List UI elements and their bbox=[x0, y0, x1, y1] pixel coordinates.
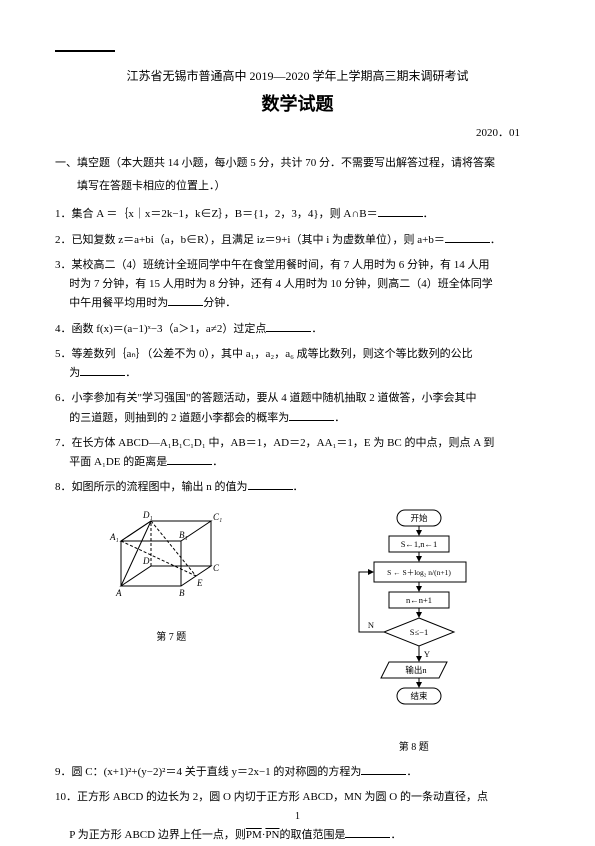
blank-1 bbox=[378, 207, 423, 217]
figure-8-caption: 第 8 题 bbox=[329, 738, 499, 753]
fc-init: S←1,n←1 bbox=[400, 539, 437, 549]
q10-end: ． bbox=[390, 829, 401, 841]
q3c-end: 分钟． bbox=[203, 297, 236, 309]
blank-9 bbox=[361, 764, 406, 774]
fc-calc: S ← S＋log₂ n/(n+1) bbox=[387, 568, 451, 577]
figure-7-caption: 第 7 题 bbox=[96, 628, 246, 643]
title-line-1: 江苏省无锡市普通高中 2019—2020 学年上学期高三期末调研考试 bbox=[55, 67, 540, 84]
label-A: A bbox=[115, 588, 122, 598]
vec-pn: PN bbox=[265, 829, 279, 841]
cuboid-figure: A B C D A₁ B₁ C₁ D₁ E bbox=[96, 506, 246, 621]
figures-row: A B C D A₁ B₁ C₁ D₁ E 第 7 题 bbox=[55, 506, 540, 753]
q4-text: 4．函数 f(x)＝(a−1)ˣ−3（a＞1，a≠2）过定点 bbox=[55, 323, 266, 335]
page-number: 1 bbox=[0, 811, 595, 822]
q5b: 为 bbox=[55, 367, 80, 379]
question-1: 1．集合 A ＝｛x｜x＝2k−1，k∈Z｝，B＝{1，2，3，4}，则 A∩B… bbox=[55, 205, 540, 224]
label-D: D bbox=[142, 556, 150, 566]
question-7: 7．在长方体 ABCD—A₁B₁C₁D₁ 中，AB＝1，AD＝2，AA₁＝1，E… bbox=[55, 434, 540, 473]
question-8: 8．如图所示的流程图中，输出 n 的值为 ． bbox=[55, 478, 540, 497]
blank-8 bbox=[248, 480, 293, 490]
blank-2 bbox=[445, 232, 490, 242]
blank-3 bbox=[168, 296, 203, 306]
label-B: B bbox=[179, 588, 185, 598]
figure-7-box: A B C D A₁ B₁ C₁ D₁ E 第 7 题 bbox=[96, 506, 246, 643]
label-C1: C₁ bbox=[213, 512, 222, 522]
q3a: 3．某校高二（4）班统计全班同学中午在食堂用餐时间，有 7 人用时为 6 分钟，… bbox=[55, 259, 490, 271]
section-1-head-2: 填写在答题卡相应的位置上．） bbox=[55, 177, 540, 196]
blank-6 bbox=[289, 410, 334, 420]
fc-end: 结束 bbox=[410, 691, 428, 701]
q10b: P 为正方形 ABCD 边界上任一点，则 bbox=[55, 829, 246, 841]
q9-end: ． bbox=[406, 766, 417, 778]
q10b-end: 的取值范围是 bbox=[279, 829, 345, 841]
question-6: 6．小李参加有关"学习强国"的答题活动，要从 4 道题中随机抽取 2 道做答，小… bbox=[55, 389, 540, 428]
q7b: 平面 A₁DE 的距离是 bbox=[55, 456, 167, 468]
question-2: 2．已知复数 z＝a+bi（a，b∈R），且满足 iz＝9+i（其中 i 为虚数… bbox=[55, 231, 540, 250]
q6a: 6．小李参加有关"学习强国"的答题活动，要从 4 道题中随机抽取 2 道做答，小… bbox=[55, 392, 476, 404]
label-C: C bbox=[213, 563, 220, 573]
q6b: 的三道题，则抽到的 2 道题小李都会的概率为 bbox=[55, 412, 289, 424]
label-E: E bbox=[196, 578, 203, 588]
q8-end: ． bbox=[293, 481, 304, 493]
blank-5 bbox=[80, 366, 125, 376]
fc-yes: Y bbox=[424, 649, 430, 659]
q5a: 5．等差数列｛aₙ｝（公差不为 0），其中 a₁，a₂，a₆ 成等比数列，则这个… bbox=[55, 348, 473, 360]
label-D1: D₁ bbox=[142, 510, 153, 520]
label-B1: B₁ bbox=[179, 530, 188, 540]
q3c: 中午用餐平均用时为 bbox=[55, 297, 168, 309]
q1-text: 1．集合 A ＝｛x｜x＝2k−1，k∈Z｝，B＝{1，2，3，4}，则 A∩B… bbox=[55, 208, 378, 220]
blank-7 bbox=[167, 455, 212, 465]
vec-pm: PM bbox=[246, 829, 262, 841]
q3b: 时为 7 分钟，有 15 人用时为 8 分钟，还有 4 人用时为 10 分钟，则… bbox=[55, 278, 493, 290]
fc-inc: n←n+1 bbox=[406, 595, 432, 605]
q4-end: ． bbox=[311, 323, 322, 335]
flowchart-figure: 开始 S←1,n←1 S ← S＋log₂ n/(n+1) n←n+1 S≤−1… bbox=[329, 506, 499, 731]
fc-start: 开始 bbox=[410, 513, 428, 523]
question-4: 4．函数 f(x)＝(a−1)ˣ−3（a＞1，a≠2）过定点 ． bbox=[55, 320, 540, 339]
q10a: 10．正方形 ABCD 的边长为 2，圆 O 内切于正方形 ABCD，MN 为圆… bbox=[55, 791, 488, 803]
title-line-2: 数学试题 bbox=[55, 90, 540, 116]
figure-8-box: 开始 S←1,n←1 S ← S＋log₂ n/(n+1) n←n+1 S≤−1… bbox=[329, 506, 499, 753]
question-5: 5．等差数列｛aₙ｝（公差不为 0），其中 a₁，a₂，a₆ 成等比数列，则这个… bbox=[55, 345, 540, 384]
fc-no: N bbox=[368, 620, 374, 630]
top-rule bbox=[55, 50, 115, 52]
q6-end: ． bbox=[334, 412, 345, 424]
q2-text: 2．已知复数 z＝a+bi（a，b∈R），且满足 iz＝9+i（其中 i 为虚数… bbox=[55, 234, 445, 246]
label-A1: A₁ bbox=[109, 532, 119, 542]
question-9: 9．圆 C：(x+1)²+(y−2)²＝4 关于直线 y＝2x−1 的对称圆的方… bbox=[55, 763, 540, 782]
q9-text: 9．圆 C：(x+1)²+(y−2)²＝4 关于直线 y＝2x−1 的对称圆的方… bbox=[55, 766, 361, 778]
section-1-head: 一、填空题（本大题共 14 小题，每小题 5 分，共计 70 分．不需要写出解答… bbox=[55, 154, 540, 173]
exam-date: 2020．01 bbox=[55, 124, 540, 140]
q7-end: ． bbox=[212, 456, 223, 468]
fc-cond: S≤−1 bbox=[410, 627, 428, 637]
blank-4 bbox=[266, 321, 311, 331]
fc-out: 输出n bbox=[405, 665, 427, 675]
q8-text: 8．如图所示的流程图中，输出 n 的值为 bbox=[55, 481, 248, 493]
blank-10 bbox=[345, 828, 390, 838]
q5-end: ． bbox=[125, 367, 136, 379]
question-3: 3．某校高二（4）班统计全班同学中午在食堂用餐时间，有 7 人用时为 6 分钟，… bbox=[55, 256, 540, 314]
q7a: 7．在长方体 ABCD—A₁B₁C₁D₁ 中，AB＝1，AD＝2，AA₁＝1，E… bbox=[55, 437, 494, 449]
q2-end: ． bbox=[490, 234, 501, 246]
q1-end: ． bbox=[423, 208, 434, 220]
